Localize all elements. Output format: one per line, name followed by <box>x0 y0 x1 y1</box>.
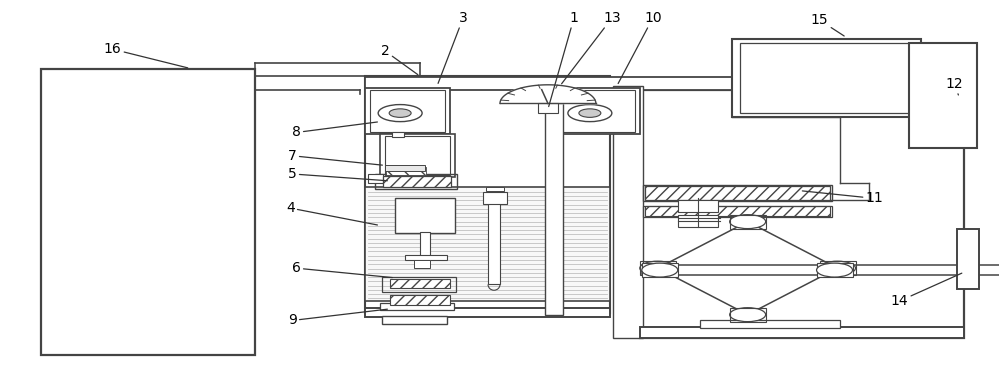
Bar <box>365 77 765 90</box>
Bar <box>817 263 853 277</box>
Bar <box>390 295 450 305</box>
Bar <box>730 215 766 229</box>
Text: 14: 14 <box>891 273 962 308</box>
Polygon shape <box>500 85 596 103</box>
Bar <box>365 76 610 313</box>
Bar <box>643 185 832 201</box>
Text: 6: 6 <box>292 261 392 278</box>
Circle shape <box>389 109 411 117</box>
Bar <box>640 90 964 338</box>
Bar <box>909 43 977 148</box>
Bar <box>643 206 832 217</box>
Bar <box>414 259 430 268</box>
Bar <box>555 88 640 135</box>
Bar <box>642 263 678 277</box>
Bar <box>385 137 450 175</box>
Bar <box>370 90 445 133</box>
Text: 7: 7 <box>288 149 382 165</box>
Circle shape <box>378 105 422 122</box>
Bar <box>700 320 840 328</box>
Circle shape <box>568 105 612 122</box>
Bar <box>645 206 830 216</box>
Circle shape <box>817 263 853 277</box>
Text: 8: 8 <box>292 122 377 140</box>
Bar <box>645 186 830 200</box>
Bar <box>640 261 676 275</box>
Bar <box>365 88 450 135</box>
Text: 3: 3 <box>438 11 467 83</box>
Bar <box>365 187 610 301</box>
Bar <box>740 42 913 113</box>
Text: 15: 15 <box>811 13 844 36</box>
Text: 13: 13 <box>562 11 621 84</box>
Text: 12: 12 <box>946 77 963 95</box>
Bar <box>405 254 447 260</box>
Bar <box>642 265 1000 275</box>
Circle shape <box>820 261 856 275</box>
Bar <box>375 174 457 189</box>
Bar <box>385 165 425 171</box>
Bar <box>395 198 455 233</box>
Bar <box>365 308 610 317</box>
Circle shape <box>640 261 676 275</box>
Circle shape <box>730 308 766 322</box>
Bar <box>386 167 426 175</box>
Bar <box>613 86 643 338</box>
Bar <box>420 233 430 256</box>
Bar <box>392 133 404 137</box>
Circle shape <box>730 215 766 229</box>
Bar <box>730 308 766 322</box>
Circle shape <box>579 109 601 117</box>
Bar <box>41 68 255 356</box>
Bar <box>382 316 447 324</box>
Circle shape <box>642 263 678 277</box>
Text: 9: 9 <box>288 309 387 328</box>
Bar <box>382 277 456 292</box>
Text: 4: 4 <box>286 201 377 225</box>
Bar <box>538 103 558 113</box>
Bar <box>560 90 635 133</box>
Bar <box>678 200 718 212</box>
Bar <box>488 203 500 284</box>
Bar <box>483 192 507 204</box>
Text: 2: 2 <box>381 44 418 75</box>
Bar <box>390 279 450 288</box>
Bar <box>383 176 451 187</box>
Bar <box>957 230 979 289</box>
Text: 11: 11 <box>802 191 883 205</box>
Bar <box>820 261 856 275</box>
Text: 10: 10 <box>618 11 662 84</box>
Bar <box>545 103 563 315</box>
Text: 16: 16 <box>104 42 188 68</box>
Bar <box>732 39 921 117</box>
Bar <box>486 187 504 191</box>
Text: 5: 5 <box>288 167 387 181</box>
Bar <box>380 303 454 310</box>
Bar <box>368 174 383 183</box>
Bar <box>640 327 964 338</box>
Bar <box>678 215 718 228</box>
Text: 1: 1 <box>549 11 578 107</box>
Bar <box>380 135 455 177</box>
